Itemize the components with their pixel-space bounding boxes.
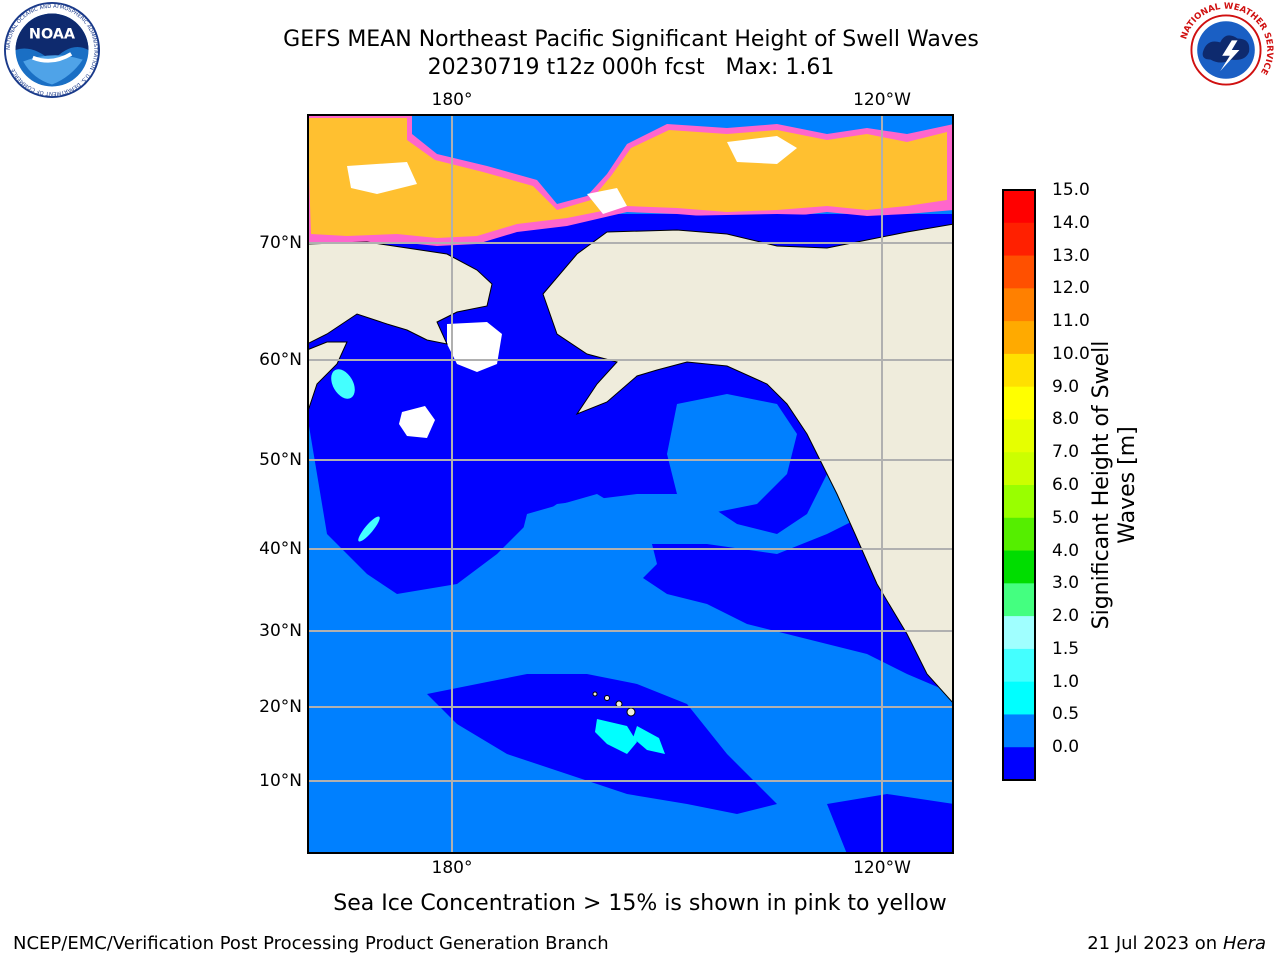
sea-ice-note: Sea Ice Concentration > 15% is shown in … bbox=[333, 891, 947, 916]
footer-right-date: 21 Jul 2023 on Hera bbox=[1087, 933, 1266, 954]
nws-logo: NATIONAL WEATHER SERVICE bbox=[1178, 2, 1274, 98]
low-swell-region-southeast bbox=[827, 794, 954, 854]
noaa-logo-text: NOAA bbox=[29, 26, 76, 42]
colorbar-segment bbox=[1003, 452, 1035, 486]
colorbar-tick-label: 13.0 bbox=[1052, 245, 1090, 266]
map-frame bbox=[307, 114, 954, 854]
colorbar-segment bbox=[1003, 550, 1035, 584]
colorbar-label: Significant Height of Swell Waves [m] bbox=[1089, 341, 1141, 630]
mid-swell-gulf-alaska bbox=[667, 394, 797, 514]
colorbar-label-line1: Significant Height of Swell bbox=[1089, 340, 1114, 630]
colorbar-tick-label: 6.0 bbox=[1052, 475, 1080, 495]
cyan-patch-bering bbox=[331, 369, 355, 399]
white-patch-ice-3 bbox=[347, 162, 417, 194]
footer-date: 21 Jul 2023 on bbox=[1087, 933, 1223, 954]
colorbar-segment bbox=[1003, 714, 1035, 748]
chart-title: GEFS MEAN Northeast Pacific Significant … bbox=[283, 27, 979, 52]
lat-label-30n: 30°N bbox=[259, 621, 302, 641]
noaa-logo: NOAA NATIONAL OCEANIC AND ATMOSPHERIC AD… bbox=[4, 2, 100, 98]
lat-label-50n: 50°N bbox=[259, 450, 302, 470]
colorbar-tick-label: 4.0 bbox=[1052, 540, 1080, 561]
white-patch-aleutians bbox=[399, 406, 435, 438]
colorbar-segment bbox=[1003, 616, 1035, 650]
cyan-patch-west bbox=[358, 516, 380, 542]
cyan-patch-hawaii-east bbox=[633, 726, 665, 754]
colorbar-segment bbox=[1003, 485, 1035, 519]
lat-label-70n: 70°N bbox=[259, 233, 302, 253]
colorbar-segment bbox=[1003, 517, 1035, 552]
colorbar-segment bbox=[1003, 747, 1035, 781]
map-panel bbox=[307, 114, 954, 854]
footer-machine: Hera bbox=[1222, 933, 1266, 954]
mid-swell-central bbox=[517, 494, 657, 614]
gridlines bbox=[307, 114, 954, 854]
low-swell-region-south bbox=[427, 674, 777, 814]
white-patch-ice-1 bbox=[727, 136, 797, 164]
colorbar-tick-label: 0.0 bbox=[1052, 737, 1080, 758]
footer-left-credit: NCEP/EMC/Verification Post Processing Pr… bbox=[13, 933, 609, 954]
chart-subtitle: 20230719 t12z 000h fcst Max: 1.61 bbox=[427, 55, 835, 80]
lon-label-bottom-120w: 120°W bbox=[853, 858, 911, 878]
land-siberia bbox=[307, 241, 493, 345]
colorbar-segment bbox=[1003, 321, 1035, 355]
colorbar-tick-label: 3.0 bbox=[1052, 573, 1080, 594]
lat-label-60n: 60°N bbox=[259, 350, 302, 370]
colorbar-tick-label: 1.0 bbox=[1052, 671, 1080, 692]
colorbar-tick-label: 8.0 bbox=[1052, 409, 1080, 430]
colorbar-label-line2: Waves [m] bbox=[1115, 426, 1140, 544]
hawaii-islands bbox=[592, 691, 636, 717]
lon-label-top-180: 180° bbox=[431, 90, 473, 110]
colorbar-tick-label: 5.0 bbox=[1052, 507, 1080, 528]
colorbar-segment bbox=[1003, 353, 1035, 388]
lat-label-40n: 40°N bbox=[259, 539, 302, 559]
colorbar-segment bbox=[1003, 288, 1035, 322]
colorbar-segment bbox=[1003, 583, 1035, 617]
colorbar-segment bbox=[1003, 222, 1035, 257]
colorbar-tick-label: 7.0 bbox=[1052, 442, 1080, 463]
white-patch-ice-2 bbox=[587, 188, 627, 214]
colorbar-tick-label: 2.0 bbox=[1052, 606, 1080, 627]
colorbar-tick-label: 11.0 bbox=[1052, 311, 1090, 332]
lat-label-10n: 10°N bbox=[259, 771, 302, 791]
colorbar bbox=[1002, 189, 1036, 781]
colorbar-tick-label: 1.5 bbox=[1052, 638, 1080, 659]
colorbar-segment bbox=[1003, 190, 1035, 224]
lon-label-bottom-180: 180° bbox=[431, 858, 473, 878]
lon-label-top-120w: 120°W bbox=[853, 90, 911, 110]
colorbar-segment bbox=[1003, 681, 1035, 715]
lat-label-20n: 20°N bbox=[259, 697, 302, 717]
colorbar-tick-label: 14.0 bbox=[1052, 212, 1090, 233]
colorbar-segment bbox=[1003, 386, 1035, 420]
colorbar-tick-label: 10.0 bbox=[1052, 343, 1090, 364]
colorbar-tick-label: 9.0 bbox=[1052, 376, 1080, 397]
colorbar-segment bbox=[1003, 419, 1035, 453]
cyan-patch-hawaii bbox=[595, 719, 637, 754]
colorbar-tick-label: 12.0 bbox=[1052, 278, 1090, 299]
colorbar-segment bbox=[1003, 648, 1035, 683]
colorbar-tick-label: 15.0 bbox=[1052, 180, 1090, 200]
colorbar-tick-label: 0.5 bbox=[1052, 704, 1080, 725]
colorbar-segment bbox=[1003, 255, 1035, 289]
